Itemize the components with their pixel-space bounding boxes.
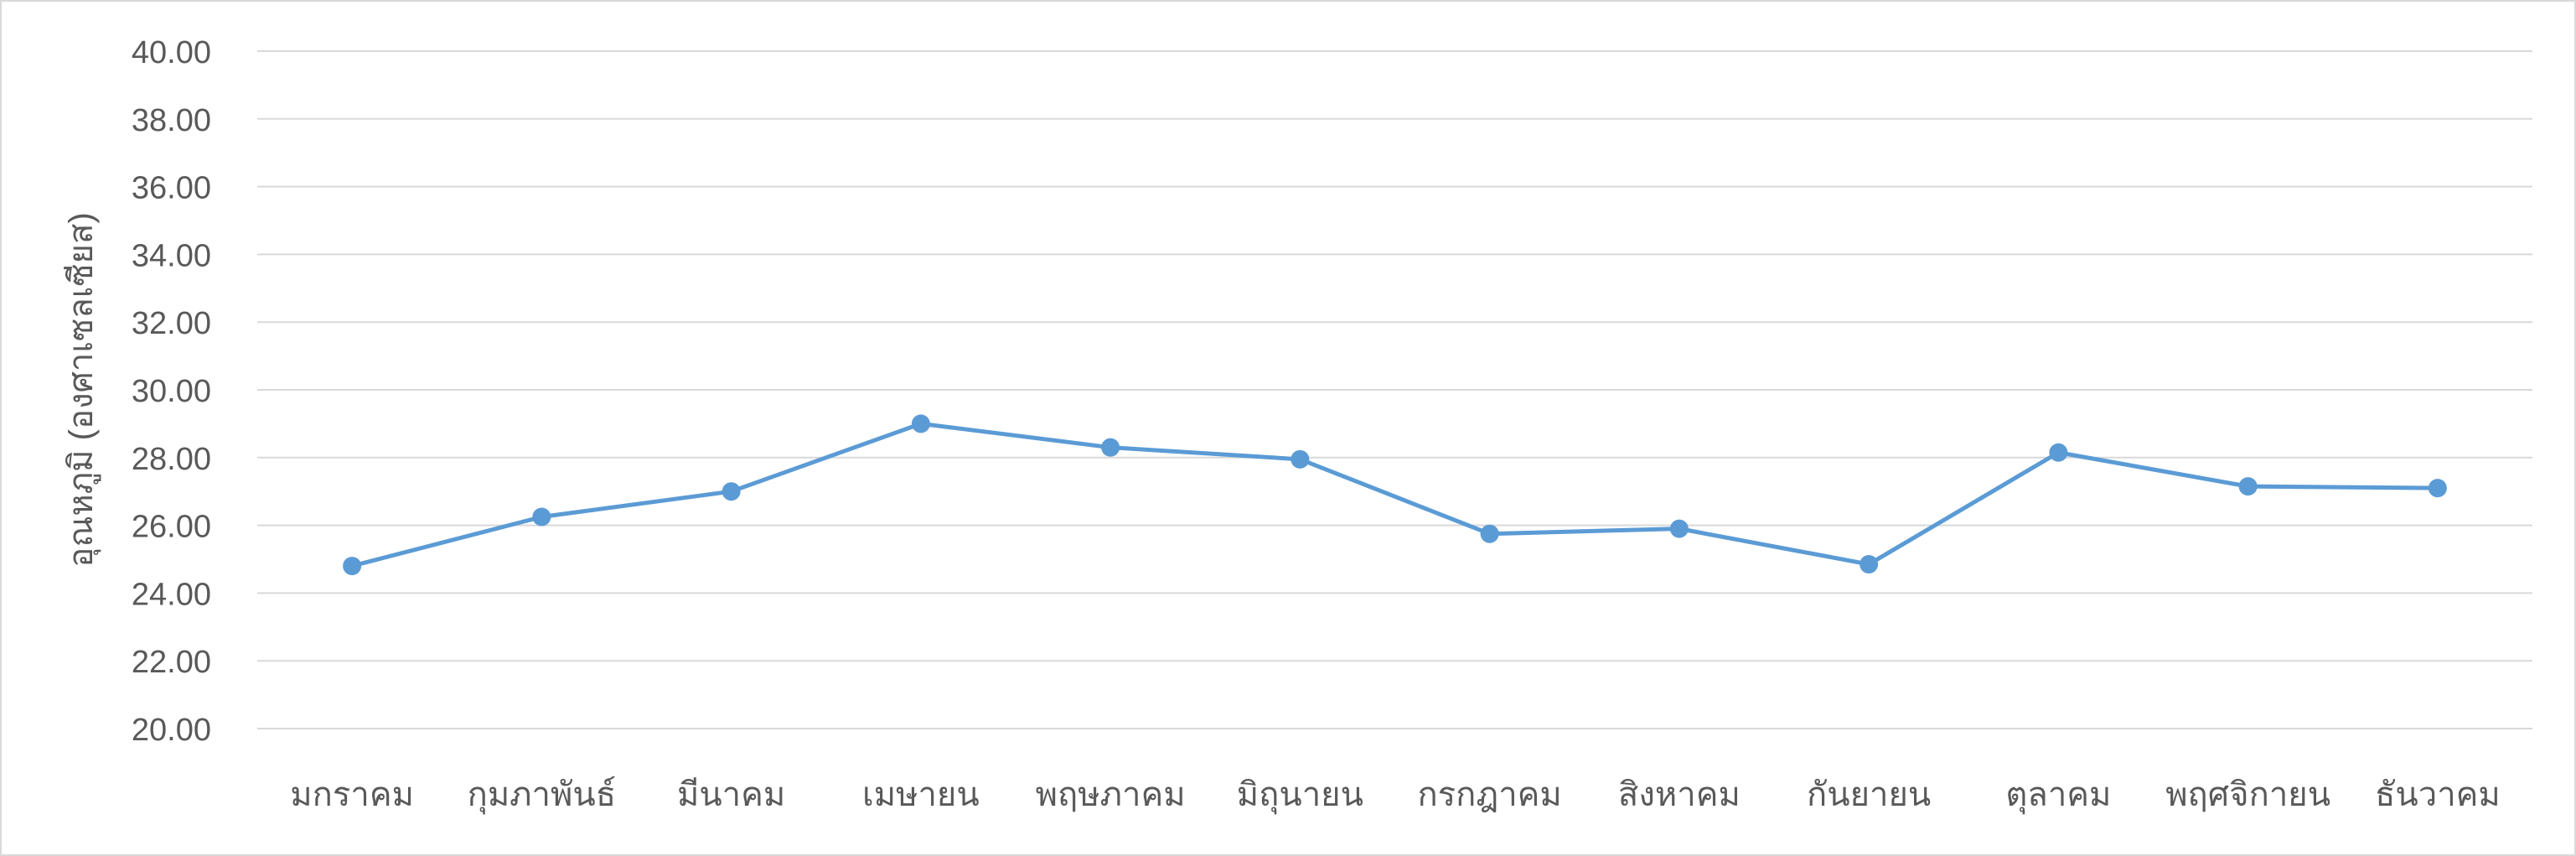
grid-layer — [257, 50, 2532, 729]
data-point-พฤศจิกายน — [2238, 477, 2258, 496]
x-tick-label: กรกฎาคม — [1417, 776, 1561, 813]
y-tick-label: 28.00 — [132, 442, 211, 477]
x-tick-label: สิงหาคม — [1618, 776, 1741, 813]
y-tick-label: 34.00 — [132, 238, 211, 273]
data-point-ตุลาคม — [2049, 443, 2068, 462]
x-tick-label: มีนาคม — [677, 776, 785, 813]
data-point-กุมภาพันธ์ — [532, 507, 551, 527]
x-tick-label: มกราคม — [290, 776, 414, 813]
x-tick-label: ตุลาคม — [2005, 776, 2111, 815]
y-tick-label: 30.00 — [132, 374, 211, 409]
data-point-มิถุนายน — [1291, 449, 1310, 469]
y-tick-label: 40.00 — [132, 35, 211, 70]
x-tick-label: กุมภาพันธ์ — [468, 776, 617, 815]
data-point-กรกฎาคม — [1480, 524, 1499, 543]
y-axis-label: อุณหภูมิ (องศาเซลเซียส) — [63, 212, 101, 567]
data-point-ธันวาคม — [2428, 479, 2447, 498]
data-point-พฤษภาคม — [1101, 438, 1120, 457]
y-tick-label: 36.00 — [132, 171, 211, 206]
data-point-มกราคม — [343, 557, 362, 576]
data-point-กันยายน — [1860, 555, 1879, 574]
y-tick-labels: 20.00 22.00 24.00 26.00 28.00 30.00 32.00 34.00… — [132, 35, 211, 748]
y-tick-label: 26.00 — [132, 510, 211, 545]
data-point-มีนาคม — [722, 482, 741, 501]
x-tick-label: พฤษภาคม — [1036, 776, 1186, 813]
x-tick-label: พฤศจิกายน — [2165, 776, 2330, 813]
x-tick-label: กันยายน — [1807, 776, 1931, 813]
x-tick-label: เมษายน — [862, 776, 980, 813]
data-point-เมษายน — [911, 414, 930, 433]
x-tick-label: ธันวาคม — [2375, 776, 2501, 813]
y-tick-label: 20.00 — [132, 713, 211, 748]
x-tick-label: มิถุนายน — [1237, 776, 1363, 815]
x-tick-labels: มกราคม กุมภาพันธ์ มีนาคม เมษายน พฤษภาคม มิถุน… — [290, 776, 2500, 815]
series-line — [351, 421, 2438, 568]
data-point-สิงหาคม — [1669, 519, 1689, 538]
y-tick-label: 32.00 — [132, 306, 211, 341]
y-tick-label: 22.00 — [132, 645, 211, 680]
series-layer — [343, 414, 2447, 576]
y-tick-label: 38.00 — [132, 103, 211, 138]
y-tick-label: 24.00 — [132, 577, 211, 612]
